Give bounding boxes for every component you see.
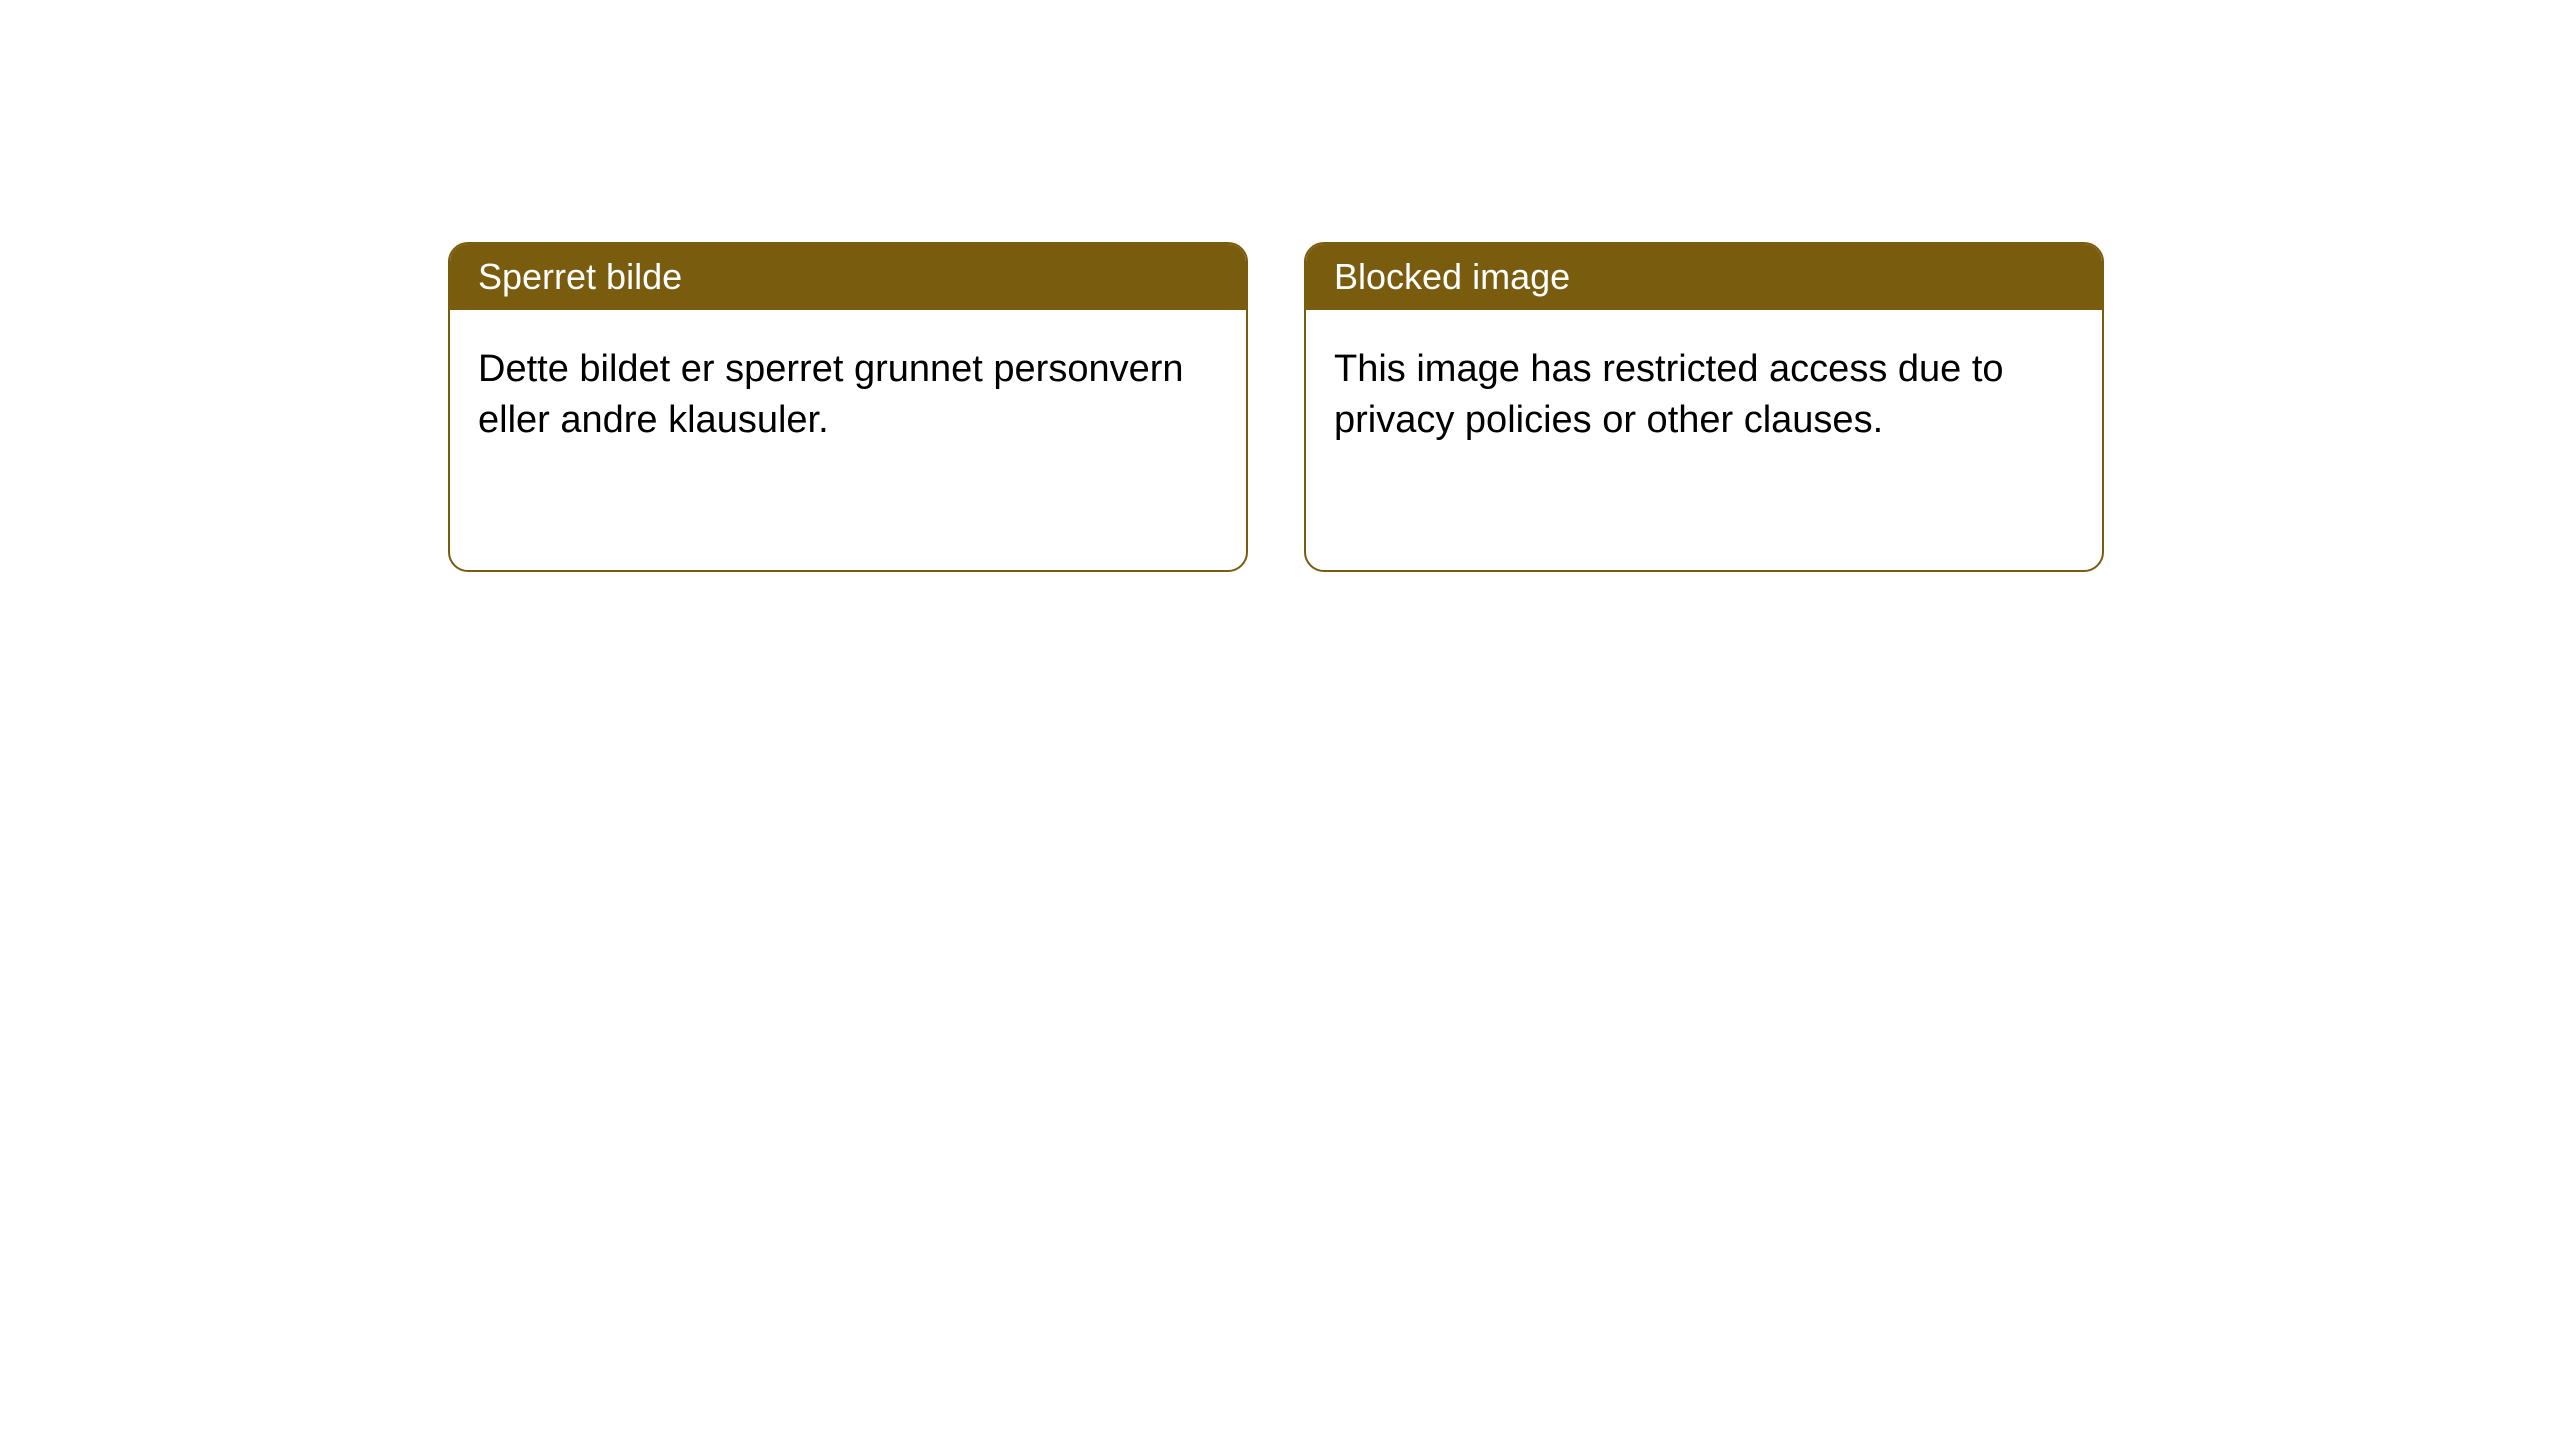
- notice-message: This image has restricted access due to …: [1334, 348, 2004, 441]
- notice-message: Dette bildet er sperret grunnet personve…: [478, 348, 1184, 441]
- notice-header: Blocked image: [1306, 244, 2102, 310]
- notice-title: Blocked image: [1334, 256, 1570, 297]
- notice-card-norwegian: Sperret bilde Dette bildet er sperret gr…: [448, 242, 1248, 572]
- notice-title: Sperret bilde: [478, 256, 682, 297]
- notice-body: Dette bildet er sperret grunnet personve…: [450, 310, 1246, 481]
- notice-body: This image has restricted access due to …: [1306, 310, 2102, 481]
- notice-container: Sperret bilde Dette bildet er sperret gr…: [448, 242, 2560, 572]
- notice-header: Sperret bilde: [450, 244, 1246, 310]
- notice-card-english: Blocked image This image has restricted …: [1304, 242, 2104, 572]
